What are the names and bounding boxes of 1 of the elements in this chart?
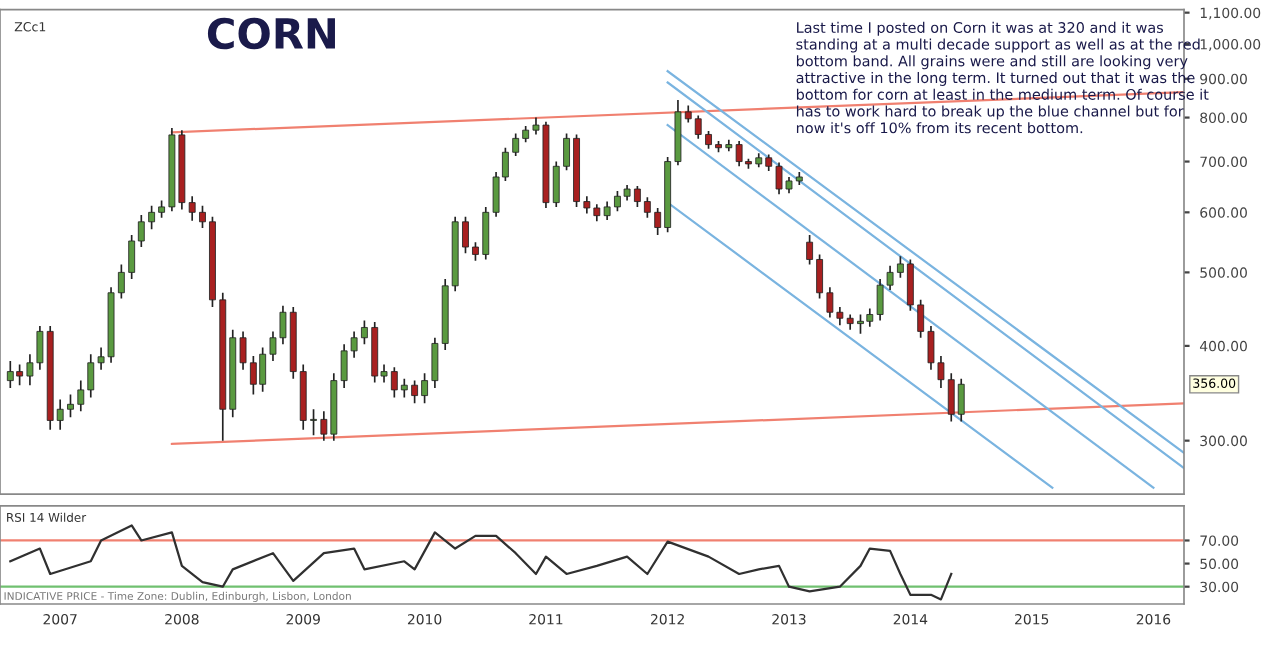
chart-title: CORN [207, 17, 335, 50]
